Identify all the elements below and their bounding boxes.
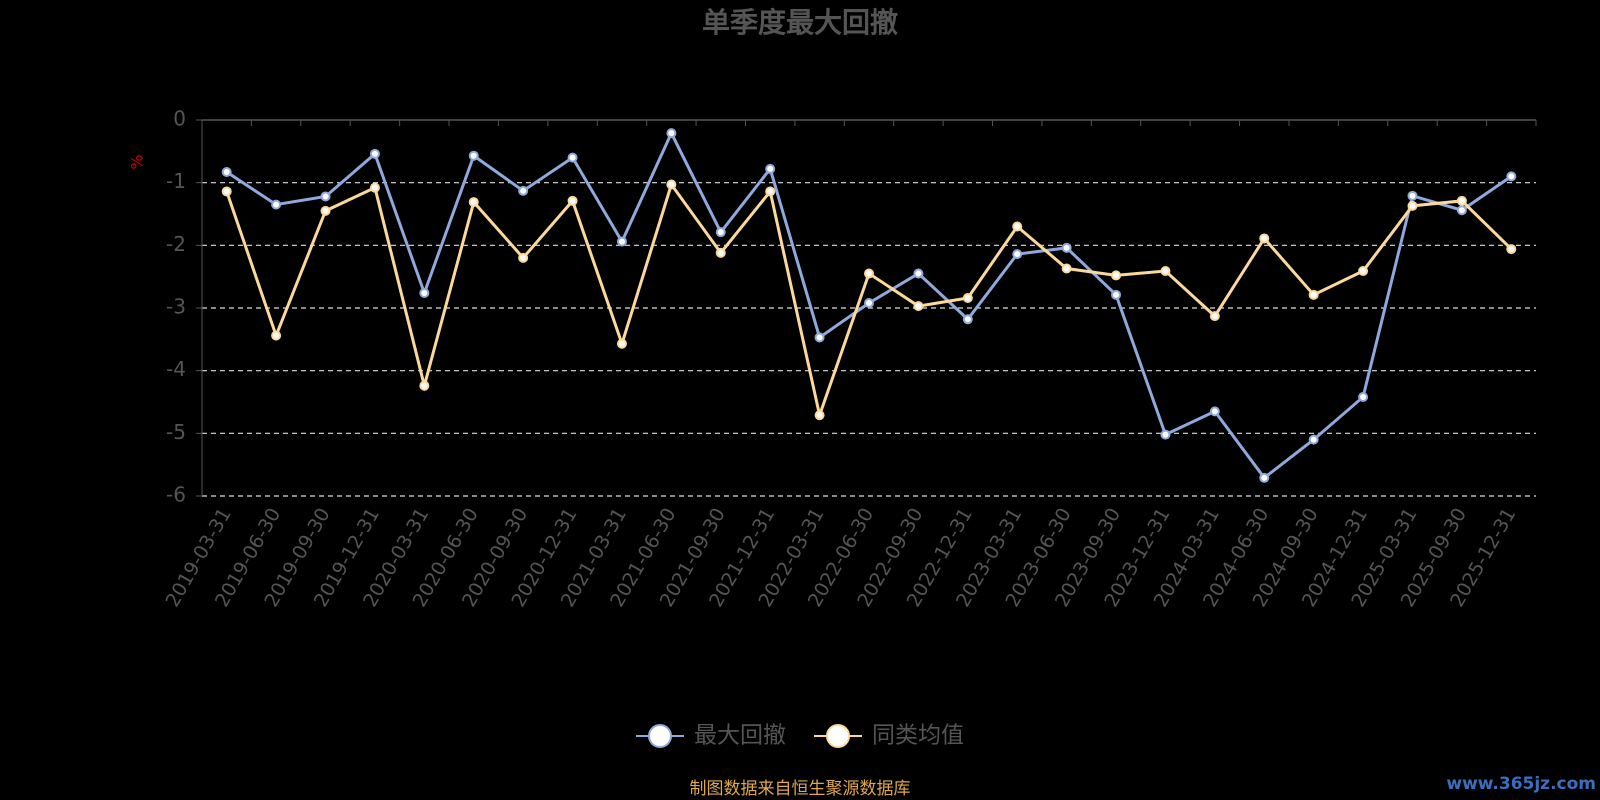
data-point — [1209, 311, 1220, 322]
data-point — [715, 247, 726, 258]
y-tick-label: 0 — [173, 107, 186, 131]
data-point — [518, 252, 529, 263]
data-point — [320, 191, 331, 202]
data-point — [814, 410, 825, 421]
data-point — [1012, 221, 1023, 232]
data-point — [468, 150, 479, 161]
data-point — [1456, 195, 1467, 206]
data-point — [221, 167, 232, 178]
data-point — [567, 195, 578, 206]
data-point — [1358, 391, 1369, 402]
y-axis-label: % — [128, 154, 147, 169]
legend-marker — [648, 724, 672, 748]
y-tick-label: -6 — [166, 483, 186, 507]
data-point — [1506, 244, 1517, 255]
data-point — [518, 185, 529, 196]
data-point — [765, 186, 776, 197]
data-point — [1160, 266, 1171, 277]
data-point — [1061, 263, 1072, 274]
data-point — [864, 268, 874, 279]
chart-title: 单季度最大回撤 — [702, 6, 898, 39]
data-point — [221, 186, 232, 197]
data-point — [1308, 434, 1319, 445]
data-point — [1111, 270, 1122, 281]
data-point — [1506, 171, 1517, 182]
data-point — [962, 314, 973, 325]
y-tick-label: -3 — [166, 295, 186, 319]
legend-marker — [826, 724, 850, 748]
data-point — [913, 301, 924, 312]
watermark: www.365jz.com — [1446, 774, 1596, 794]
data-point — [271, 199, 282, 210]
legend-label: 最大回撤 — [694, 723, 786, 749]
data-point — [616, 236, 627, 247]
data-point — [1061, 242, 1072, 253]
data-point — [320, 205, 331, 216]
y-tick-label: -1 — [166, 169, 186, 193]
data-point — [1407, 200, 1418, 211]
y-tick-label: -5 — [166, 420, 186, 444]
data-point — [567, 152, 578, 163]
data-point — [1358, 266, 1369, 277]
data-point — [419, 287, 430, 298]
data-point — [715, 227, 726, 238]
data-point — [1308, 289, 1319, 300]
y-tick-label: -4 — [166, 357, 186, 381]
data-point — [468, 197, 479, 208]
source-note: 制图数据来自恒生聚源数据库 — [690, 779, 911, 799]
data-point — [419, 380, 430, 391]
data-point — [1407, 190, 1418, 201]
data-point — [616, 338, 627, 349]
data-point — [962, 292, 973, 303]
data-point — [666, 128, 677, 139]
data-point — [1012, 249, 1023, 260]
data-point — [864, 297, 874, 308]
data-point — [814, 332, 825, 343]
data-point — [1209, 406, 1220, 417]
data-point — [369, 182, 380, 193]
y-tick-label: -2 — [166, 232, 186, 256]
data-point — [765, 163, 776, 174]
data-point — [913, 268, 924, 279]
legend-label: 同类均值 — [872, 723, 964, 749]
data-point — [271, 330, 282, 341]
data-point — [1111, 289, 1122, 300]
data-point — [1160, 429, 1171, 440]
data-point — [1259, 472, 1270, 483]
data-point — [369, 148, 380, 159]
data-point — [666, 179, 677, 190]
data-point — [1456, 205, 1467, 216]
data-point — [1259, 233, 1270, 244]
